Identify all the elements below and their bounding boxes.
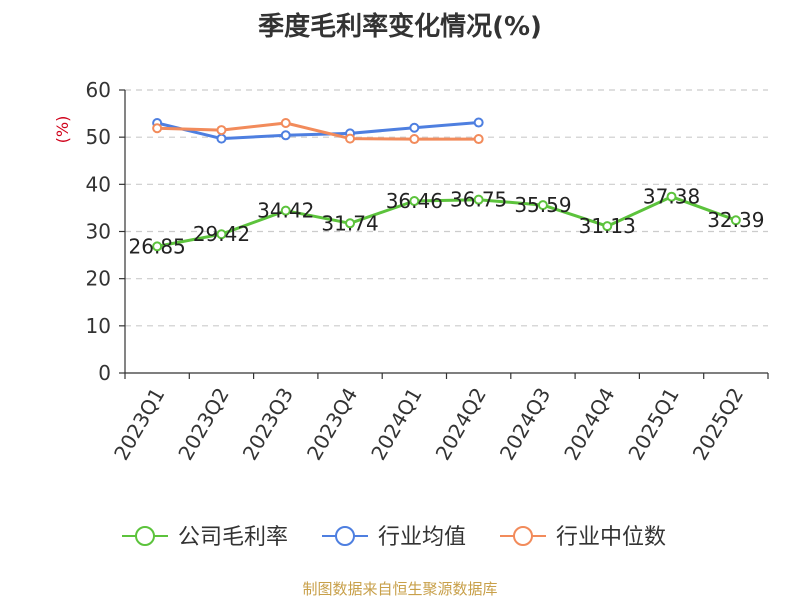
- data-point: [666, 191, 677, 202]
- data-point: [409, 122, 420, 133]
- y-tick-label: 20: [86, 267, 111, 291]
- legend-label: 行业均值: [378, 525, 466, 550]
- legend-marker: [135, 526, 155, 546]
- y-tick-label: 10: [86, 314, 111, 338]
- data-point: [602, 221, 613, 232]
- x-tick-label: 2024Q4: [559, 384, 619, 465]
- x-tick-label: 2023Q4: [302, 384, 362, 465]
- data-point: [280, 130, 291, 141]
- data-point: [216, 125, 227, 136]
- y-tick-label: 60: [86, 78, 111, 102]
- data-point: [473, 134, 484, 145]
- x-tick-label: 2024Q2: [431, 384, 491, 465]
- data-label: 26.85: [129, 234, 186, 258]
- legend-marker: [513, 526, 533, 546]
- legend-marker: [335, 526, 355, 546]
- data-point: [280, 118, 291, 129]
- x-tick-label: 2023Q1: [109, 384, 169, 465]
- data-label: 36.46: [386, 189, 443, 213]
- data-point: [473, 194, 484, 205]
- data-label: 32.39: [707, 208, 764, 232]
- series-line: [157, 121, 479, 141]
- data-label: 35.59: [514, 193, 571, 217]
- data-label: 31.13: [579, 214, 636, 238]
- y-axis-label: (%): [53, 116, 72, 144]
- data-label: 31.74: [321, 211, 378, 235]
- data-point: [537, 200, 548, 211]
- data-point: [409, 196, 420, 207]
- series-line: [156, 121, 479, 141]
- y-tick-label: 40: [86, 172, 111, 196]
- y-tick-label: 30: [86, 220, 111, 244]
- chart-title: 季度毛利率变化情况(%): [258, 12, 542, 42]
- data-point: [473, 117, 484, 128]
- series-line: [156, 195, 737, 248]
- data-point: [409, 134, 420, 145]
- y-tick-label: 50: [86, 125, 111, 149]
- legend-label: 行业中位数: [556, 525, 666, 550]
- data-label: 36.75: [450, 188, 507, 212]
- data-label: 34.42: [257, 199, 314, 223]
- x-tick-label: 2025Q1: [623, 384, 683, 465]
- data-point: [280, 205, 291, 216]
- x-tick-label: 2023Q2: [173, 384, 233, 465]
- data-point: [216, 133, 227, 144]
- data-point: [345, 218, 356, 229]
- data-point: [730, 215, 741, 226]
- data-point: [345, 133, 356, 144]
- legend-label: 公司毛利率: [178, 525, 288, 550]
- data-label: 37.38: [643, 185, 700, 209]
- x-tick-label: 2023Q3: [238, 384, 298, 465]
- x-tick-label: 2024Q3: [495, 384, 555, 465]
- source-note: 制图数据来自恒生聚源数据库: [302, 580, 498, 598]
- x-tick-label: 2024Q1: [366, 384, 426, 465]
- data-label: 29.42: [193, 222, 250, 246]
- data-point: [152, 241, 163, 252]
- data-point: [152, 123, 163, 134]
- data-labels: 26.85 29.42 34.42 31.74 36.46 36.75 35.59 31.13…: [129, 185, 765, 259]
- legend: 公司毛利率 行业均值 行业中位数: [122, 525, 666, 550]
- y-tick-label: 0: [98, 361, 111, 385]
- grid-lines: [125, 89, 768, 327]
- data-point: [216, 229, 227, 240]
- x-tick-label: 2025Q2: [688, 384, 748, 465]
- series: [152, 117, 741, 252]
